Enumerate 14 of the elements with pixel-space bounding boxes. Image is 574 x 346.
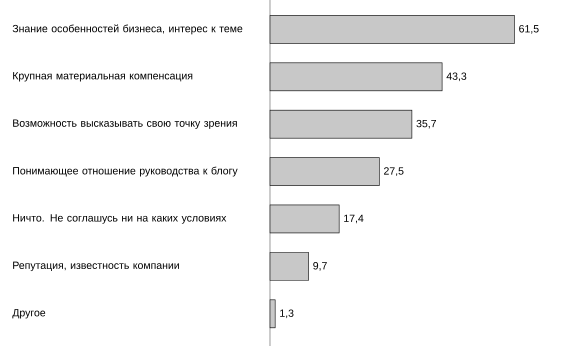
y-tick-label: Ничто. Не соглашусь ни на каких условиях — [13, 214, 226, 224]
data-label: 9,7 — [313, 262, 327, 271]
y-tick-label: Другое — [12, 309, 46, 318]
y-tick-label: Понимающее отношение руководства к блогу — [13, 166, 238, 177]
data-label: 27,5 — [384, 167, 404, 176]
data-label: 1,3 — [280, 309, 294, 318]
data-label: 17,4 — [344, 214, 364, 224]
y-tick-label: Репутация, известность компании — [13, 262, 179, 272]
data-label: 35,7 — [416, 120, 436, 129]
y-tick-label: Крупная материальная компенсация — [13, 72, 192, 82]
data-label: 61,5 — [519, 25, 539, 34]
y-tick-label: Возможность высказывать свою точку зрения — [13, 119, 237, 129]
y-tick-label: Знание особенностей бизнеса, интерес к теме — [12, 24, 242, 34]
data-label: 43,3 — [446, 72, 466, 82]
